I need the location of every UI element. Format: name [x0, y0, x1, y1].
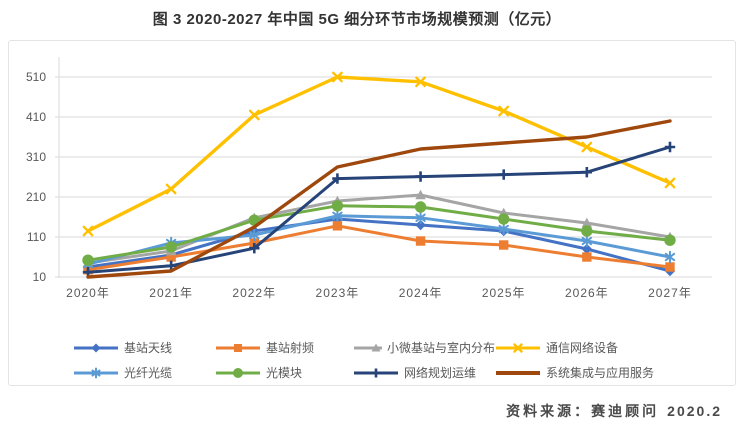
legend-swatch-optical-module: [216, 367, 260, 378]
legend-item-base-station-rf: 基站射频: [215, 339, 353, 356]
legend-item-optical-fiber-cable: 光纤光缆: [73, 364, 215, 381]
legend-item-base-station-antenna: 基站天线: [73, 339, 215, 356]
y-tick-label: 310: [25, 150, 46, 164]
legend-swatch-base-station-antenna: [74, 343, 118, 352]
legend-swatch-small-micro-station-indoor: [354, 343, 382, 351]
legend-item-small-micro-station-indoor: 小微基站与室内分布: [353, 339, 495, 356]
y-tick-label: 510: [25, 70, 46, 84]
legend-item-network-planning-om: 网络规划运维: [353, 364, 495, 381]
source-org: 赛迪顾问: [591, 403, 660, 419]
legend-marker-optical-fiber-cable: [91, 367, 101, 378]
y-tick-label: 10: [32, 270, 46, 284]
legend-marker-optical-module: [233, 367, 243, 378]
legend-marker-network-planning-om: [371, 368, 381, 377]
legend-marker-small-micro-station-indoor: [371, 343, 381, 351]
source-prefix: 资料来源：: [506, 403, 592, 419]
y-tick-label: 410: [25, 110, 46, 124]
legend-item-system-integration-services: 系统集成与应用服务: [495, 364, 654, 381]
chart-frame: [8, 40, 736, 386]
legend-label: 基站天线: [124, 341, 173, 355]
legend-marker-base-station-rf: [234, 343, 242, 352]
source-note: 资料来源：赛迪顾问 2020.2: [506, 401, 722, 421]
legend-marker-base-station-antenna: [91, 343, 101, 352]
x-tick-label: 2027年: [648, 286, 692, 300]
legend-item-optical-module: 光模块: [215, 364, 353, 381]
legend-label: 通信网络设备: [546, 341, 619, 355]
legend-label: 光纤光缆: [124, 366, 173, 380]
y-tick-label: 110: [26, 230, 46, 244]
x-tick-label: 2022年: [232, 286, 277, 300]
legend-swatch-network-planning-om: [354, 368, 398, 377]
x-tick-label: 2025年: [481, 286, 526, 300]
x-tick-label: 2020年: [66, 286, 110, 300]
legend-label: 系统集成与应用服务: [546, 366, 655, 380]
source-date: 2020.2: [667, 403, 722, 419]
legend-swatch-optical-fiber-cable: [74, 367, 118, 378]
legend-label: 网络规划运维: [404, 366, 477, 380]
legend-swatch-network-equipment: [496, 342, 540, 353]
x-tick-label: 2024年: [398, 286, 443, 300]
legend-label: 基站射频: [266, 341, 315, 355]
legend: 基站天线 基站射频 小微基站与室内分布 通信网络设备光纤光缆 光模块 网络规划运维 系统集成…: [73, 339, 654, 381]
legend-swatch-system-integration-services: [496, 370, 540, 375]
x-tick-label: 2023年: [315, 286, 360, 300]
legend-label: 小微基站与室内分布: [386, 341, 495, 355]
y-tick-label: 210: [25, 190, 46, 204]
legend-swatch-base-station-rf: [216, 343, 260, 352]
legend-marker-network-equipment: [513, 342, 523, 353]
legend-label: 光模块: [266, 366, 303, 380]
legend-item-network-equipment: 通信网络设备: [495, 339, 654, 356]
x-tick-label: 2021年: [149, 286, 193, 300]
x-tick-label: 2026年: [564, 286, 609, 300]
chart-title: 图 3 2020-2027 年中国 5G 细分环节市场规模预测（亿元）: [152, 11, 562, 28]
